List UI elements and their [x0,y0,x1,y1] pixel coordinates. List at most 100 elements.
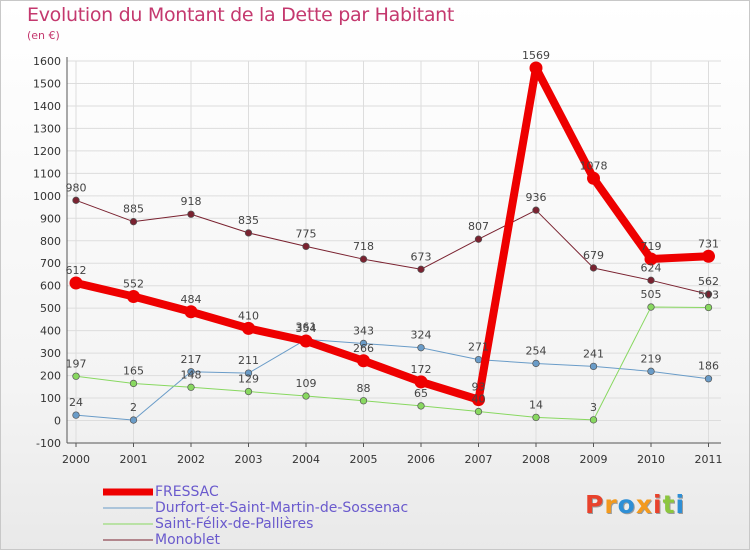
data-label-saint-felix: 197 [66,357,87,370]
x-tick-label: 2007 [465,453,493,466]
data-label-monoblet: 775 [296,227,317,240]
x-tick-label: 2009 [580,453,608,466]
data-label-durfort: 186 [698,360,719,373]
chart-unit-label: (en €) [27,29,60,42]
legend-label-fressac: FRESSAC [155,484,219,500]
data-label-saint-felix: 14 [529,398,543,411]
data-label-monoblet: 718 [353,240,374,253]
data-label-monoblet: 936 [526,191,547,204]
data-point-monoblet [129,218,138,226]
data-point-durfort [129,416,138,424]
series-line-fressac [72,63,713,404]
y-tick-label: 700 [40,257,61,270]
data-point-saint-felix [474,407,483,416]
data-point-durfort [647,367,655,375]
data-point-saint-felix [129,379,138,388]
data-point-monoblet [589,264,598,272]
data-point-fressac [414,375,428,389]
x-tick-label: 2000 [62,453,90,466]
data-point-monoblet [647,276,655,284]
data-label-fressac: 172 [411,363,432,376]
data-point-monoblet [72,196,80,204]
data-point-fressac [357,354,370,368]
data-point-saint-felix [187,383,195,391]
data-label-monoblet: 885 [123,203,144,216]
data-label-saint-felix: 505 [641,288,662,301]
data-point-durfort [359,339,368,348]
x-tick-label: 2003 [235,453,263,466]
data-point-durfort [244,369,253,377]
data-label-durfort: 271 [468,341,489,354]
data-point-saint-felix [244,387,253,396]
y-tick-label: 200 [40,370,61,383]
data-point-durfort [72,411,80,419]
data-label-saint-felix: 129 [238,373,259,386]
logo-letter: i [675,490,686,519]
data-label-saint-felix: 65 [414,387,428,400]
series-line-saint-felix [75,306,709,421]
y-tick-label: -100 [36,437,61,450]
data-point-fressac [184,305,198,319]
data-point-saint-felix [704,303,713,312]
data-point-monoblet [244,229,253,237]
data-label-fressac: 552 [123,277,144,290]
y-tick-label: 1100 [33,167,61,180]
data-label-monoblet: 807 [468,220,489,233]
x-tick-label: 2004 [292,453,320,466]
data-label-durfort: 219 [641,352,662,365]
legend-label-durfort: Durfort-et-Saint-Martin-de-Sossenac [155,500,409,516]
y-tick-label: 1000 [33,190,61,203]
data-label-durfort: 343 [353,324,374,337]
data-label-durfort: 217 [181,353,202,366]
x-tick-label: 2010 [637,453,665,466]
data-label-fressac: 1569 [522,49,550,62]
data-point-monoblet [302,242,310,251]
data-point-saint-felix [302,392,310,400]
data-label-fressac: 93 [472,381,486,394]
data-point-durfort [187,368,195,376]
x-tick-label: 2006 [407,453,435,466]
data-label-monoblet: 673 [411,250,432,263]
data-label-durfort: 2 [130,401,137,414]
x-tick-label: 2002 [177,453,205,466]
data-label-saint-felix: 3 [590,401,597,414]
data-label-fressac: 1078 [580,159,608,172]
y-tick-label: 1300 [33,122,61,135]
data-point-saint-felix [647,303,655,311]
y-tick-label: 1600 [33,55,61,68]
data-point-durfort [532,359,540,368]
data-label-durfort: 254 [526,344,547,357]
data-label-saint-felix: 165 [123,364,144,377]
data-label-fressac: 266 [353,342,374,355]
data-label-monoblet: 835 [238,214,259,227]
data-point-saint-felix [72,372,80,380]
y-tick-label: 1200 [33,145,61,158]
data-point-fressac [472,393,485,407]
data-label-monoblet: 624 [641,261,662,274]
data-label-saint-felix: 109 [296,377,317,390]
data-point-monoblet [532,206,540,214]
y-tick-label: 0 [54,415,61,428]
data-point-monoblet [417,265,425,273]
data-point-durfort [474,355,483,364]
data-point-fressac [69,276,83,290]
y-tick-label: 800 [40,235,61,248]
data-label-saint-felix: 88 [357,382,371,395]
x-tick-label: 2011 [695,453,723,466]
data-point-fressac [702,249,715,263]
data-label-fressac: 731 [698,237,719,250]
data-point-durfort [704,375,713,383]
data-point-fressac [299,334,313,348]
data-label-saint-felix: 40 [472,393,486,406]
data-point-fressac [587,171,600,185]
y-tick-label: 1400 [33,100,61,113]
data-label-fressac: 354 [296,322,317,335]
data-point-monoblet [187,210,195,218]
data-point-saint-felix [532,413,540,422]
series-line-monoblet [75,199,709,295]
x-tick-label: 2008 [522,453,550,466]
data-point-saint-felix [359,397,368,405]
data-label-monoblet: 918 [181,195,202,208]
